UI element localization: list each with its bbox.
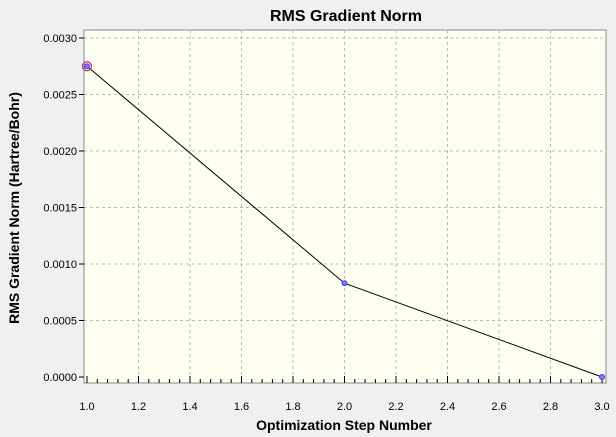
y-tick-label: 0.0000 [43,372,77,384]
x-tick-label: 2.6 [491,401,506,413]
major-ticks [79,37,603,383]
x-tick-label: 1.0 [79,401,94,413]
minor-ticks [96,379,593,383]
x-tick-label: 2.4 [440,401,455,413]
x-axis-label: Optimization Step Number [256,417,432,433]
y-tick-label: 0.0025 [43,90,77,102]
x-tick-label: 1.2 [131,401,146,413]
y-tick-label: 0.0015 [43,203,77,215]
data-point[interactable] [599,374,605,380]
grid [84,30,606,383]
x-tick-label: 2.8 [543,401,558,413]
x-tick-label: 1.8 [285,401,300,413]
chart-title: RMS Gradient Norm [270,8,422,25]
tick-labels: 1.0 1.2 1.4 1.6 1.8 2.0 2.2 2.4 2.6 2.8 3.0 0.0000 0… [43,33,609,413]
x-tick-label: 3.0 [594,401,609,413]
data-point[interactable] [84,63,90,70]
data-point[interactable] [341,280,348,287]
y-tick-label: 0.0020 [43,146,77,158]
x-tick-label: 2.2 [388,401,403,413]
x-tick-label: 2.0 [337,401,352,413]
x-tick-label: 1.6 [234,401,249,413]
y-tick-label: 0.0010 [43,259,77,271]
y-tick-label: 0.0005 [43,316,77,328]
x-tick-label: 1.4 [182,401,197,413]
y-tick-label: 0.0030 [43,33,77,45]
y-axis-label: RMS Gradient Norm (Hartree/Bohr) [6,92,22,324]
selected-point-ring [81,61,93,72]
series-layer [81,61,605,380]
